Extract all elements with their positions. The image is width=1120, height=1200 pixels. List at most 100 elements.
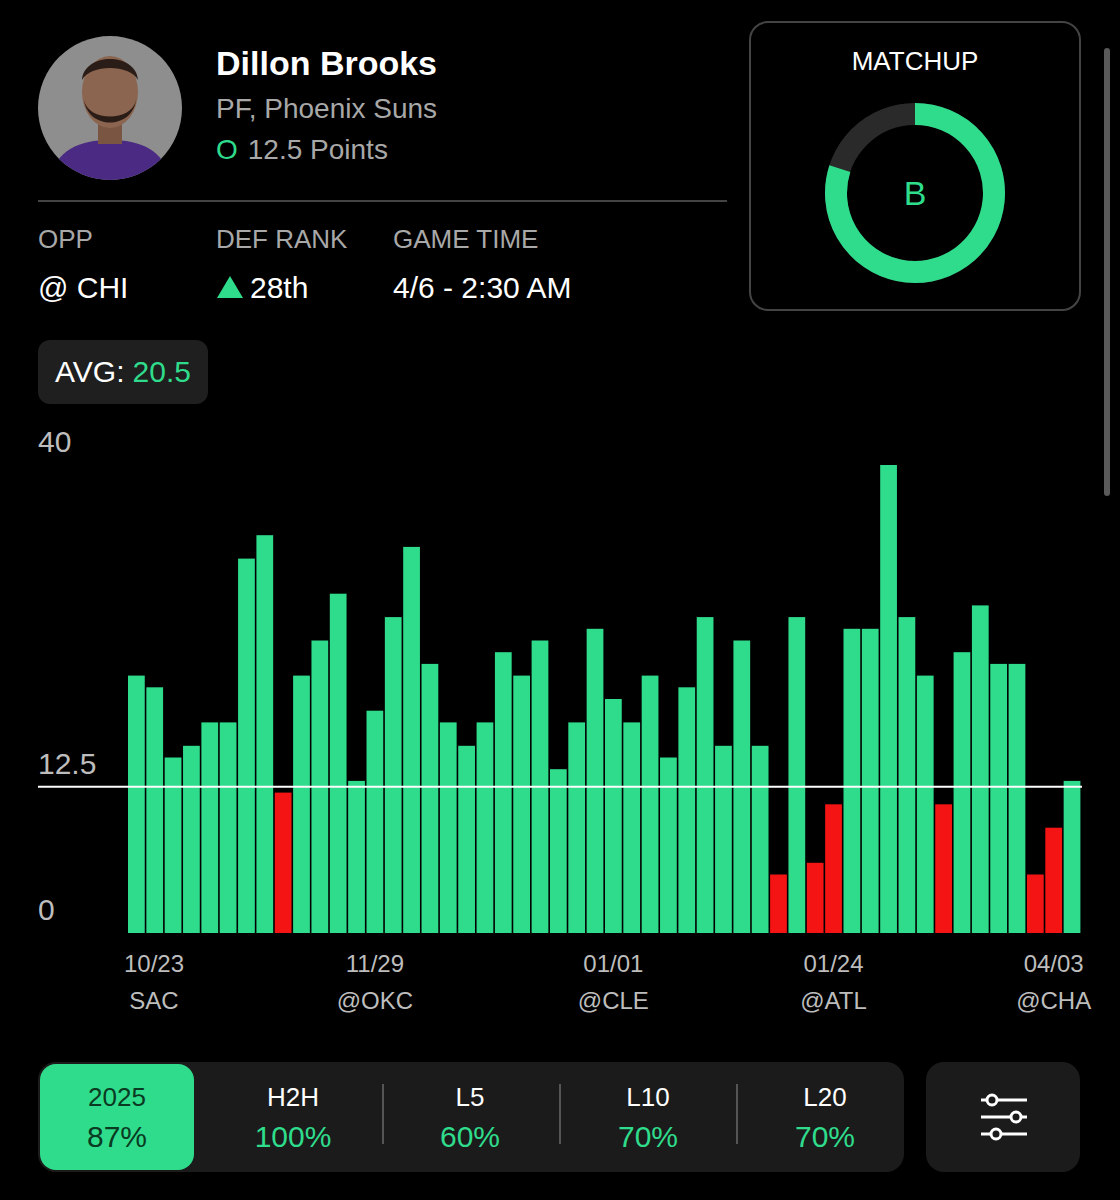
bar — [568, 722, 585, 933]
filter-separator — [736, 1084, 738, 1144]
background — [0, 0, 1120, 1200]
bar — [1027, 875, 1044, 934]
y-tick-label: 12.5 — [38, 747, 96, 780]
bar — [715, 746, 732, 933]
avatar-bg — [38, 36, 182, 180]
bar — [367, 711, 384, 933]
filter-value[interactable]: 60% — [440, 1120, 500, 1153]
threshold-line — [38, 786, 1082, 788]
info-label: DEF RANK — [216, 224, 348, 254]
settings-icon — [981, 1095, 1027, 1139]
bar — [788, 617, 805, 933]
avatar-jersey — [50, 140, 170, 180]
bar — [862, 629, 879, 933]
bar — [935, 804, 952, 933]
info-value: 4/6 - 2:30 AM — [393, 271, 571, 304]
info-label: OPP — [38, 224, 93, 254]
bar — [513, 676, 530, 933]
settings-button[interactable] — [926, 1062, 1080, 1172]
bar — [495, 652, 512, 933]
info-value: @ CHI — [38, 271, 128, 304]
filter-label[interactable]: L20 — [803, 1082, 846, 1112]
player-team: PF, Phoenix Suns — [216, 93, 437, 124]
avatar-beard — [84, 100, 136, 123]
bar — [587, 629, 604, 933]
bar — [899, 617, 916, 933]
x-tick-date: 10/23 — [124, 950, 184, 977]
separator — [38, 200, 727, 202]
rank-arrow — [217, 276, 243, 298]
bar — [752, 746, 769, 933]
filter-separator — [559, 1084, 561, 1144]
filter-label[interactable]: L5 — [456, 1082, 485, 1112]
avg-text: AVG:20.5 — [55, 355, 191, 388]
filter-value[interactable]: 87% — [87, 1120, 147, 1153]
x-tick-opp: @ATL — [800, 987, 867, 1014]
bar — [550, 769, 567, 933]
filter-value[interactable]: 70% — [795, 1120, 855, 1153]
avg-value: 20.5 — [133, 355, 191, 388]
bar — [220, 722, 237, 933]
bar — [256, 535, 273, 933]
prop-line: O 12.5 Points — [216, 134, 388, 165]
x-tick-opp: @CLE — [578, 987, 649, 1014]
filter-value[interactable]: 70% — [618, 1120, 678, 1153]
filter-bar — [38, 1062, 904, 1172]
filter-value[interactable]: 100% — [255, 1120, 332, 1153]
filter-separator — [382, 1084, 384, 1144]
slider-knob — [987, 1095, 997, 1105]
bar — [678, 687, 695, 933]
bar — [183, 746, 200, 933]
bar — [623, 722, 640, 933]
x-tick-label: 01/24 @ATL — [800, 950, 867, 1014]
bar — [1045, 828, 1062, 933]
bar — [348, 781, 365, 933]
donut-track — [836, 114, 994, 272]
avatar-head — [82, 56, 138, 128]
filter-label[interactable]: H2H — [267, 1082, 319, 1112]
x-tick-date: 01/24 — [803, 950, 863, 977]
filter-label[interactable]: L10 — [626, 1082, 669, 1112]
bar — [330, 594, 347, 933]
x-tick-label: 01/01@CLE — [578, 950, 649, 1014]
bar — [880, 465, 897, 933]
x-tick-opp: @CHA — [1016, 987, 1091, 1014]
prop-text: 12.5 Points — [248, 134, 388, 165]
x-tick-label: 11/29@OKC — [337, 950, 413, 1014]
y-tick-label: 0 — [38, 893, 55, 926]
bar — [165, 758, 182, 934]
prop-side: O — [216, 134, 238, 165]
bar — [238, 559, 255, 933]
bar — [990, 664, 1007, 933]
matchup-grade: B — [904, 174, 927, 212]
bar — [293, 676, 310, 933]
slider-track — [981, 1133, 1027, 1136]
avg-pill — [38, 340, 208, 404]
y-tick-label: 40 — [38, 425, 71, 458]
info-value: 28th — [250, 271, 308, 304]
bar — [825, 804, 842, 933]
bar — [440, 722, 457, 933]
bar — [477, 722, 494, 933]
bar — [1064, 781, 1081, 933]
bar — [660, 758, 677, 934]
bar — [201, 722, 218, 933]
bar — [807, 863, 824, 933]
filter-label[interactable]: 2025 — [88, 1082, 146, 1112]
page: Dillon BrooksPF, Phoenix SunsO12.5 Point… — [0, 0, 1120, 1200]
x-tick-opp: @OKC — [337, 987, 413, 1014]
avatar — [38, 36, 182, 180]
filter-selected[interactable] — [40, 1064, 194, 1170]
x-tick-opp: SAC — [129, 987, 178, 1014]
x-tick-label: 10/23 SAC — [124, 950, 184, 1014]
bar — [697, 617, 714, 933]
bar — [385, 617, 402, 933]
matchup-title: MATCHUP — [852, 46, 979, 76]
info-label: GAME TIME — [393, 224, 538, 254]
bar — [275, 793, 292, 933]
bar — [844, 629, 861, 933]
bar — [770, 875, 787, 934]
bar — [972, 605, 989, 933]
donut-arc — [836, 114, 994, 272]
bar — [1009, 664, 1026, 933]
